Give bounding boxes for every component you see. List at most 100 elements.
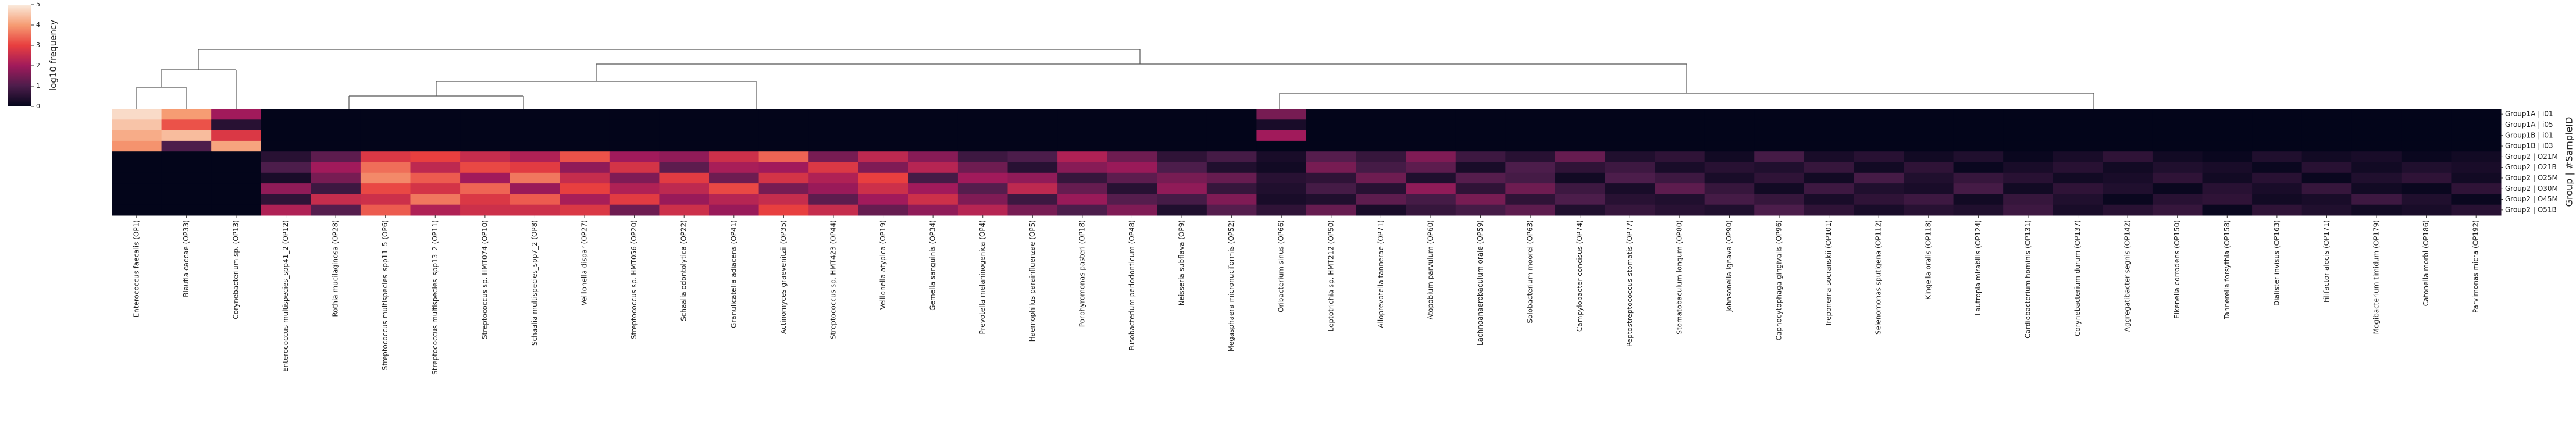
heatmap-cell xyxy=(758,119,809,131)
heatmap-cell xyxy=(560,194,610,205)
colorbar-tick-label: 0 xyxy=(36,102,40,110)
x-tick-label: Tannerella forsythia (OP158) xyxy=(2223,220,2231,320)
x-tick-label: Haemophilus parainfluenzae (OP5) xyxy=(1028,220,1036,342)
heatmap-cell xyxy=(858,194,908,205)
heatmap-cell xyxy=(112,119,162,131)
heatmap-cell xyxy=(1007,119,1058,131)
heatmap-cell xyxy=(2103,151,2153,162)
heatmap-cell xyxy=(1555,140,1605,152)
heatmap-cell xyxy=(2053,204,2103,216)
heatmap-cell xyxy=(311,119,361,131)
column-dendrogram xyxy=(136,49,2094,109)
heatmap-cell xyxy=(311,183,361,194)
heatmap-cell xyxy=(957,194,1008,205)
heatmap-cell xyxy=(2351,119,2402,131)
x-tick-label: Porphyromonas pasteri (OP18) xyxy=(1078,220,1086,327)
heatmap-cell xyxy=(858,130,908,141)
heatmap-cell xyxy=(858,151,908,162)
heatmap-cell xyxy=(2351,162,2402,173)
heatmap-cell xyxy=(1804,194,1854,205)
heatmap-cell xyxy=(1953,140,2004,152)
x-tick-label: Enterococcus faecalis (OP1) xyxy=(132,220,140,317)
heatmap-cell xyxy=(360,130,411,141)
heatmap-cell xyxy=(211,172,262,184)
heatmap-cell xyxy=(460,130,511,141)
heatmap-cell xyxy=(1904,151,1954,162)
heatmap-cell xyxy=(1157,119,1207,131)
heatmap-cell xyxy=(2301,130,2352,141)
colorbar-tick-label: 5 xyxy=(36,1,40,8)
heatmap-cell xyxy=(1704,162,1755,173)
heatmap-cell xyxy=(410,130,461,141)
heatmap-cell xyxy=(112,140,162,152)
heatmap-cell xyxy=(2103,204,2153,216)
heatmap-cell xyxy=(2053,172,2103,184)
heatmap-cell xyxy=(709,109,760,120)
heatmap-cell xyxy=(1356,151,1406,162)
heatmap-cell xyxy=(1953,172,2004,184)
heatmap-cell xyxy=(609,109,660,120)
heatmap-cell xyxy=(360,162,411,173)
heatmap-cell xyxy=(1804,130,1854,141)
heatmap-cell xyxy=(1804,119,1854,131)
heatmap-cell xyxy=(2252,204,2303,216)
heatmap-cell xyxy=(1904,162,1954,173)
heatmap-cell xyxy=(2003,140,2054,152)
heatmap-cell xyxy=(1605,194,1655,205)
heatmap-cell xyxy=(2301,162,2352,173)
y-tick-label: Group1B | i03 xyxy=(2505,142,2553,150)
heatmap-cell xyxy=(211,204,262,216)
heatmap-cell xyxy=(2301,183,2352,194)
heatmap-cell xyxy=(360,151,411,162)
heatmap-cell xyxy=(112,151,162,162)
heatmap-cell xyxy=(808,194,859,205)
heatmap-cell xyxy=(1505,119,1556,131)
heatmap-cell xyxy=(1007,130,1058,141)
heatmap-cell xyxy=(2103,172,2153,184)
heatmap-cell xyxy=(1406,194,1456,205)
heatmap-cell xyxy=(460,119,511,131)
heatmap-cell xyxy=(1057,204,1108,216)
heatmap-cell xyxy=(957,151,1008,162)
heatmap-cell xyxy=(560,140,610,152)
heatmap-cell xyxy=(1107,183,1157,194)
heatmap-cell xyxy=(1555,151,1605,162)
x-tick-label: Streptococcus multispecies_spp11_5 (OP6) xyxy=(381,220,389,370)
heatmap-cell xyxy=(410,140,461,152)
heatmap-cell xyxy=(460,151,511,162)
heatmap-cell xyxy=(261,204,311,216)
heatmap-cell xyxy=(2301,109,2352,120)
heatmap-cell xyxy=(1206,151,1257,162)
heatmap-cell xyxy=(1157,162,1207,173)
heatmap-cell xyxy=(2152,151,2203,162)
heatmap-cell xyxy=(2053,194,2103,205)
heatmap-cell xyxy=(659,119,710,131)
heatmap-cell xyxy=(2252,183,2303,194)
heatmap-cell xyxy=(560,151,610,162)
heatmap-cell xyxy=(1754,183,1805,194)
x-tick-label: Rothia mucilaginosa (OP28) xyxy=(332,220,340,317)
heatmap-cell xyxy=(261,194,311,205)
heatmap-cell xyxy=(1057,194,1108,205)
heatmap-cell xyxy=(2351,130,2402,141)
heatmap-cell xyxy=(560,130,610,141)
heatmap-cell xyxy=(1904,194,1954,205)
heatmap-cell xyxy=(510,119,560,131)
heatmap-cell xyxy=(2401,130,2452,141)
heatmap-cell xyxy=(510,194,560,205)
heatmap-cell xyxy=(808,204,859,216)
heatmap-cell xyxy=(1356,194,1406,205)
heatmap-cell xyxy=(1904,109,1954,120)
heatmap-cell xyxy=(1107,194,1157,205)
heatmap-cell xyxy=(2152,204,2203,216)
heatmap-cell xyxy=(1655,162,1705,173)
heatmap-cell xyxy=(261,183,311,194)
heatmap-cell xyxy=(510,162,560,173)
heatmap-cell xyxy=(1057,151,1108,162)
heatmap-cell xyxy=(1356,204,1406,216)
heatmap-cell xyxy=(1306,151,1357,162)
x-tick-label: Corynebacterium sp. (OP13) xyxy=(231,220,240,319)
x-tick-label: Campylobacter concisus (OP74) xyxy=(1576,220,1584,332)
heatmap-cell xyxy=(1904,119,1954,131)
heatmap-cell xyxy=(560,109,610,120)
